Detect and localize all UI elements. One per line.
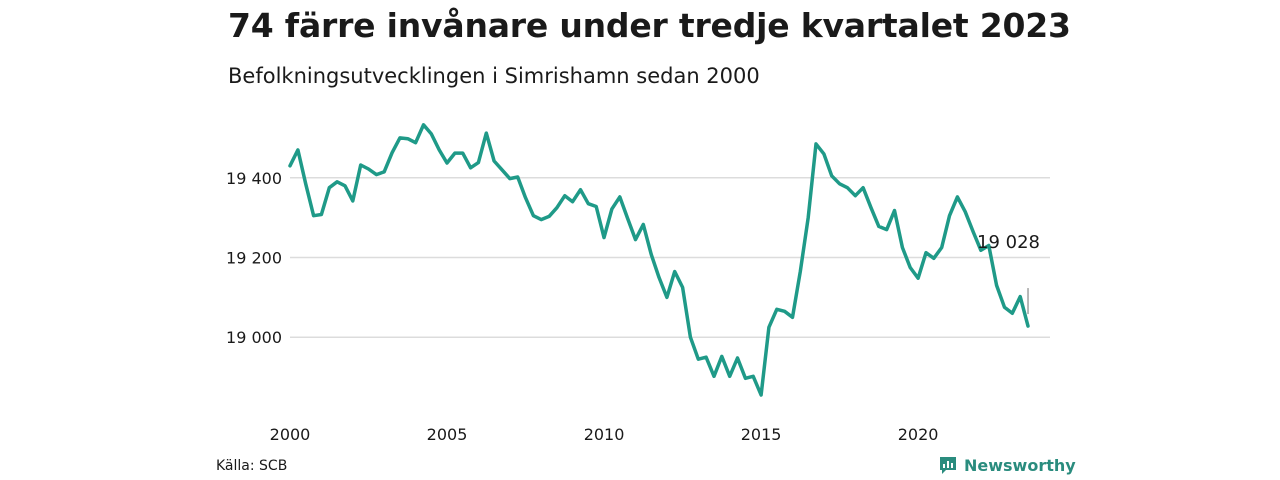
- brand-logo: Newsworthy: [938, 455, 1076, 475]
- y-tick-label: 19 000: [226, 328, 282, 347]
- x-tick-label: 2010: [584, 425, 625, 444]
- x-tick-label: 2005: [427, 425, 468, 444]
- chart-subtitle: Befolkningsutvecklingen i Simrishamn sed…: [228, 64, 760, 88]
- y-tick-label: 19 400: [226, 169, 282, 188]
- x-tick-label: 2020: [898, 425, 939, 444]
- source-label: Källa: SCB: [216, 458, 288, 474]
- last-value-label: 19 028: [977, 232, 1040, 253]
- chart-title: 74 färre invånare under tredje kvartalet…: [228, 6, 1071, 45]
- y-tick-label: 19 200: [226, 249, 282, 268]
- newsworthy-logo-icon: [940, 457, 956, 474]
- x-tick-label: 2000: [270, 425, 311, 444]
- x-tick-label: 2015: [741, 425, 782, 444]
- series-line: [288, 123, 1030, 397]
- brand-name: Newsworthy: [964, 455, 1076, 475]
